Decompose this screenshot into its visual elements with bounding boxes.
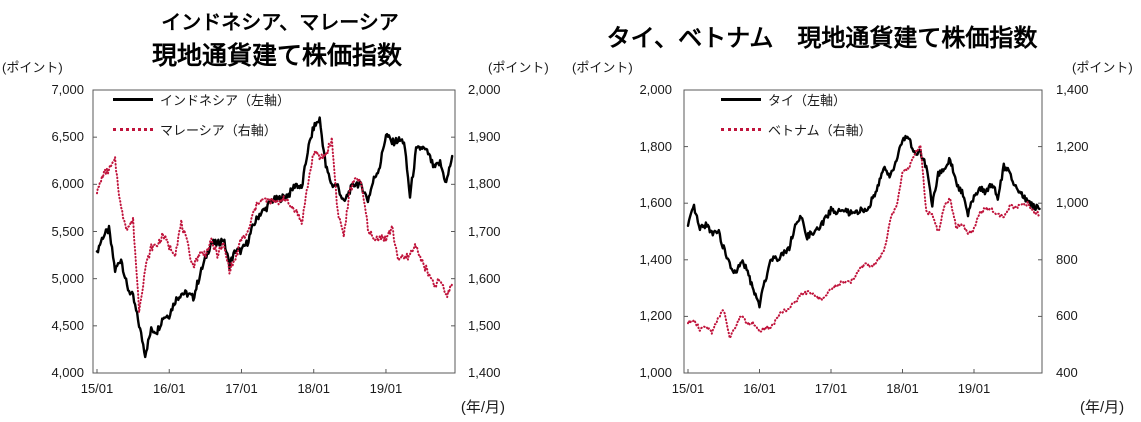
legend-label: ベトナム（右軸） bbox=[768, 122, 872, 138]
solid-line-swatch-icon bbox=[113, 97, 153, 101]
chart2-right-axis-unit: (ポイント) bbox=[1072, 60, 1133, 75]
x-axis-tick-label: 17/01 bbox=[814, 381, 848, 396]
dotted-line-swatch-icon bbox=[113, 127, 153, 131]
y-axis-right-tick-label: 800 bbox=[1056, 251, 1078, 267]
chart1-x-axis-unit: (年/月) bbox=[460, 399, 505, 416]
y-axis-left-tick-label: 1,000 bbox=[639, 365, 672, 380]
y-axis-left-tick-label: 6,500 bbox=[51, 129, 84, 145]
legend-label: タイ（左軸） bbox=[768, 92, 847, 108]
y-axis-left-tick-label: 2,000 bbox=[639, 82, 672, 97]
x-axis-tick-label: 15/01 bbox=[80, 381, 114, 396]
chart2-left-axis-unit: (ポイント) bbox=[572, 60, 633, 75]
x-axis-tick-label: 16/01 bbox=[152, 381, 186, 396]
y-axis-left-tick-label: 6,000 bbox=[51, 176, 84, 192]
series-line-red bbox=[687, 144, 1041, 340]
chart2-legend-item-vietnam: ベトナム（右軸） bbox=[721, 121, 872, 138]
chart1-title-line1: インドネシア、マレーシア bbox=[161, 12, 399, 34]
y-axis-right-tick-label: 400 bbox=[1056, 365, 1078, 380]
y-axis-left-tick-label: 5,500 bbox=[51, 223, 84, 239]
y-axis-right-tick-label: 600 bbox=[1056, 308, 1078, 324]
x-axis-tick-label: 18/01 bbox=[297, 381, 330, 396]
series-line-black bbox=[686, 134, 1041, 309]
chart2-legend-item-thailand: タイ（左軸） bbox=[721, 91, 847, 108]
y-axis-left-tick-label: 1,200 bbox=[639, 308, 672, 324]
y-axis-right-tick-label: 2,000 bbox=[468, 82, 501, 97]
y-axis-left-tick-label: 1,800 bbox=[639, 138, 672, 154]
chart2-title: タイ、ベトナム 現地通貨建て株価指数 bbox=[606, 25, 1038, 52]
y-axis-right-tick-label: 1,800 bbox=[468, 176, 501, 192]
y-axis-right-tick-label: 1,900 bbox=[468, 129, 501, 145]
dotted-line-swatch-icon bbox=[721, 127, 761, 131]
x-axis-tick-label: 19/01 bbox=[957, 381, 991, 396]
solid-line-swatch-icon bbox=[721, 97, 761, 101]
y-axis-right-tick-label: 1,400 bbox=[1056, 82, 1089, 97]
legend-label: インドネシア（左軸） bbox=[160, 92, 291, 108]
chart1-title-line2: 現地通貨建て株価指数 bbox=[151, 42, 403, 70]
series-line-black bbox=[95, 116, 454, 359]
x-axis-tick-label: 17/01 bbox=[225, 381, 258, 396]
series-line-red bbox=[96, 136, 454, 314]
y-axis-right-tick-label: 1,400 bbox=[468, 365, 501, 380]
y-axis-left-tick-label: 4,000 bbox=[51, 365, 84, 380]
chart1-left-axis-unit: (ポイント) bbox=[2, 60, 63, 75]
y-axis-left-tick-label: 1,400 bbox=[639, 251, 672, 267]
y-axis-right-tick-label: 1,000 bbox=[1056, 195, 1089, 211]
x-axis-tick-label: 15/01 bbox=[671, 381, 705, 396]
y-axis-left-tick-label: 5,000 bbox=[51, 270, 84, 286]
y-axis-left-tick-label: 7,000 bbox=[51, 82, 84, 97]
chart1-legend-item-malaysia: マレーシア（右軸） bbox=[113, 121, 277, 138]
y-axis-right-tick-label: 1,600 bbox=[468, 270, 501, 286]
legend-label: マレーシア（右軸） bbox=[160, 122, 277, 138]
y-axis-right-tick-label: 1,200 bbox=[1056, 138, 1089, 154]
x-axis-tick-label: 18/01 bbox=[886, 381, 919, 396]
x-axis-tick-label: 19/01 bbox=[369, 381, 403, 396]
y-axis-right-tick-label: 1,500 bbox=[468, 317, 501, 333]
y-axis-left-tick-label: 4,500 bbox=[51, 317, 84, 333]
y-axis-left-tick-label: 1,600 bbox=[639, 195, 672, 211]
chart1-legend-item-indonesia: インドネシア（左軸） bbox=[113, 91, 291, 108]
chart2-x-axis-unit: (年/月) bbox=[1080, 399, 1125, 416]
chart1-right-axis-unit: (ポイント) bbox=[488, 60, 549, 75]
x-axis-tick-label: 16/01 bbox=[743, 381, 776, 396]
y-axis-right-tick-label: 1,700 bbox=[468, 223, 501, 239]
